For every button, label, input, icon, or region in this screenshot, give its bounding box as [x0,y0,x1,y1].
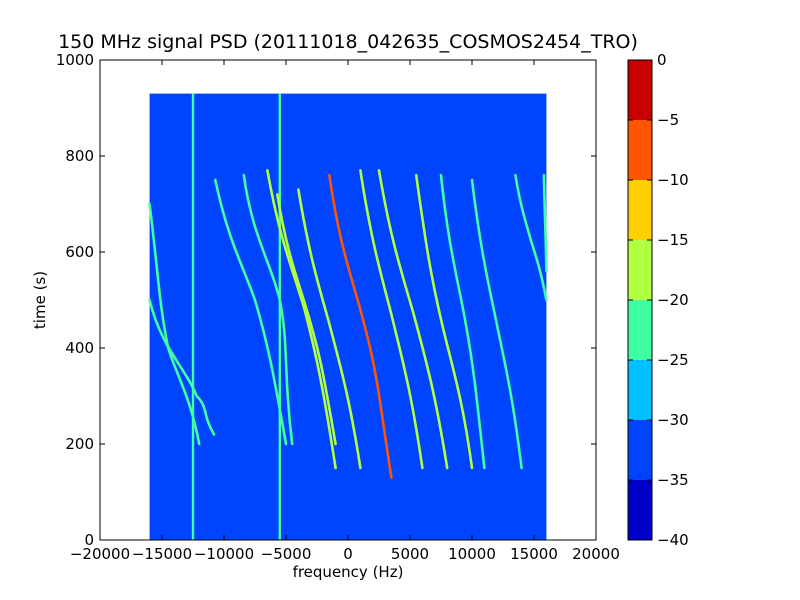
colorbar-tick-label: −10 [657,171,689,189]
colorbar-bin [628,180,652,240]
colorbar-bin [628,300,652,360]
colorbar-bin [628,240,652,300]
x-axis-ticks: −20000 −15000 −10000 −5000 0 5000 10000 15000 20… [70,60,620,563]
colorbar-tick-label: −30 [657,411,689,429]
colorbar-tick-label: −15 [657,231,689,249]
signal-trace-5 [266,169,337,470]
colorbar-bin [628,120,652,180]
x-tick-label: −10000 [194,545,254,563]
colorbar-bin [628,480,652,540]
colorbar-tick-label: 0 [657,51,667,69]
signal-trace-4 [242,173,294,446]
x-tick-label: −20000 [70,545,130,563]
signal-trace-2 [148,298,216,436]
y-tick-label: 800 [65,147,94,165]
colorbar-tick-label: −25 [657,351,689,369]
plot-area [148,93,548,540]
signal-traces-layer [148,169,548,479]
signal-trace-9 [359,169,424,470]
colorbar-bin [628,420,652,480]
colorbar-bin [628,360,652,420]
signal-trace-11 [414,173,474,470]
colorbar-tick-label: −5 [657,111,679,129]
y-tick-label: 400 [65,339,94,357]
y-tick-label: 600 [65,243,94,261]
signal-trace-3 [214,178,288,446]
x-axis-label: frequency (Hz) [293,563,404,581]
x-tick-label: −5000 [261,545,312,563]
signal-lines-layer [191,93,281,540]
colorbar-bin [628,60,652,120]
heatmap-background [149,93,547,540]
colorbar: −40 −35 −30 −25 −20 −15 −10 −5 0 [627,51,689,549]
signal-trace-14 [514,173,548,302]
x-tick-label: 20000 [572,545,620,563]
x-tick-label: 10000 [448,545,496,563]
colorbar-tick-label: −35 [657,471,689,489]
y-axis-ticks: 0 200 400 600 800 1000 [56,51,596,549]
signal-trace-7 [297,188,362,470]
y-axis-label: time (s) [31,271,49,329]
x-tick-label: 5000 [391,545,429,563]
signal-trace-6 [276,193,337,446]
signal-trace-10 [377,169,449,470]
signal-trace-15 [542,173,548,273]
heatmap-layer [149,93,547,540]
x-tick-label: 15000 [510,545,558,563]
y-tick-label: 0 [84,531,94,549]
colorbar-tick-label: −20 [657,291,689,309]
signal-trace-13 [470,178,523,470]
signal-trace-8 [328,173,393,479]
chart-title: 150 MHz signal PSD (20111018_042635_COSM… [58,31,638,53]
y-tick-label: 200 [65,435,94,453]
y-tick-label: 1000 [56,51,94,69]
colorbar-tick-label: −40 [657,531,689,549]
x-tick-label: 0 [343,545,353,563]
signal-trace-12 [439,173,486,470]
x-tick-label: −15000 [132,545,192,563]
